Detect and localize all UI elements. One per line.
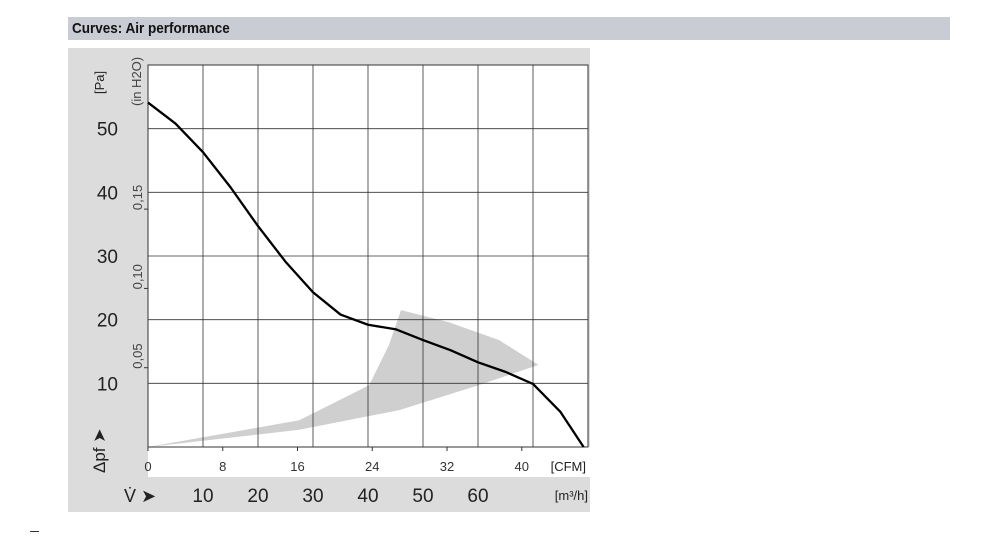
y2-tick-label: 0,15 <box>130 185 145 210</box>
section-title: Curves: Air performance <box>72 20 230 37</box>
y-tick-label: 20 <box>97 311 118 332</box>
plot-border <box>147 64 589 448</box>
cfm-strip <box>148 447 590 477</box>
y-unit-label: [Pa] <box>92 71 107 94</box>
x-tick-label: 40 <box>357 486 378 507</box>
x-tick-label: 20 <box>247 486 268 507</box>
x2-tick-label: 16 <box>290 459 304 474</box>
y-axis-label: Δpf ➤ <box>90 428 109 473</box>
air-performance-chart: 10 20 30 40 50 [Pa] 0,05 0,10 0,15 (in H2O) Δpf ➤ 0… <box>90 57 590 507</box>
x2-unit-label: [CFM] <box>551 459 586 474</box>
x-axis-label: V̇ ➤ <box>124 486 156 506</box>
x-tick-label: 10 <box>192 486 213 507</box>
y-tick-label: 30 <box>97 247 118 268</box>
y-tick-label: 50 <box>97 120 118 141</box>
x2-tick-label: 24 <box>365 459 379 474</box>
x-tick-label: 60 <box>467 486 488 507</box>
x2-tick-label: 40 <box>515 459 529 474</box>
section-title-bar: Curves: Air performance <box>68 17 950 40</box>
y-tick-label: 10 <box>97 374 118 395</box>
x2-tick-label: 32 <box>440 459 454 474</box>
performance-curve <box>147 101 585 448</box>
x-tick-label: 30 <box>302 486 323 507</box>
operating-range-area <box>148 310 539 447</box>
x-unit-label: [m³/h] <box>555 488 588 503</box>
x2-tick-label: 0 <box>144 459 151 474</box>
y2-tick-label: 0,05 <box>130 343 145 368</box>
x-tick-label: 50 <box>412 486 433 507</box>
dash-mark <box>30 531 39 532</box>
chart-panel: 10 20 30 40 50 [Pa] 0,05 0,10 0,15 (in H2O) Δpf ➤ 0… <box>68 48 590 512</box>
y2-tick-label: 0,10 <box>130 264 145 289</box>
x2-tick-label: 8 <box>219 459 226 474</box>
y-tick-label: 40 <box>97 183 118 204</box>
y2-unit-label: (in H2O) <box>129 57 144 106</box>
